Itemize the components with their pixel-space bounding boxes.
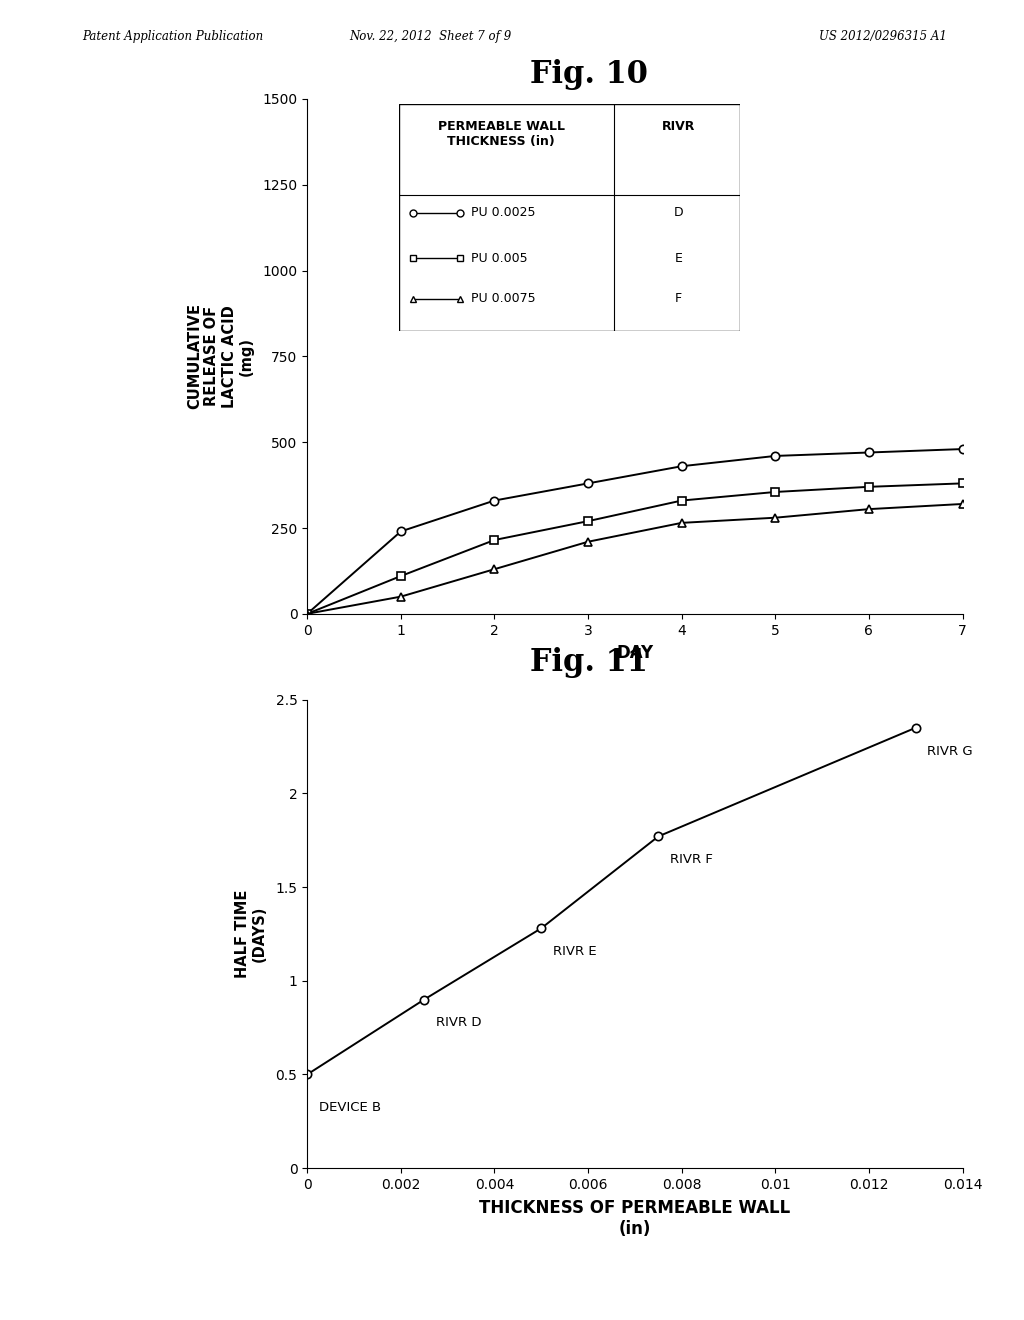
Text: PU 0.0025: PU 0.0025: [470, 206, 535, 219]
Text: Fig. 11: Fig. 11: [529, 647, 648, 677]
Text: DEVICE B: DEVICE B: [318, 1101, 381, 1114]
Text: F: F: [675, 293, 682, 305]
Y-axis label: CUMULATIVE
RELEASE OF
LACTIC ACID
(mg): CUMULATIVE RELEASE OF LACTIC ACID (mg): [186, 304, 254, 409]
Text: PU 0.0075: PU 0.0075: [470, 293, 536, 305]
X-axis label: DAY: DAY: [616, 644, 653, 663]
Text: PERMEABLE WALL
THICKNESS (in): PERMEABLE WALL THICKNESS (in): [437, 120, 564, 148]
Text: US 2012/0296315 A1: US 2012/0296315 A1: [819, 30, 947, 44]
Text: RIVR F: RIVR F: [670, 853, 713, 866]
Text: Fig. 10: Fig. 10: [529, 59, 648, 90]
Y-axis label: HALF TIME
(DAYS): HALF TIME (DAYS): [234, 890, 267, 978]
Text: PU 0.005: PU 0.005: [470, 252, 527, 265]
Text: RIVR E: RIVR E: [553, 945, 597, 958]
Text: E: E: [675, 252, 682, 265]
Text: Patent Application Publication: Patent Application Publication: [82, 30, 263, 44]
Text: RIVR G: RIVR G: [928, 744, 973, 758]
Text: Nov. 22, 2012  Sheet 7 of 9: Nov. 22, 2012 Sheet 7 of 9: [349, 30, 511, 44]
Text: D: D: [674, 206, 683, 219]
X-axis label: THICKNESS OF PERMEABLE WALL
(in): THICKNESS OF PERMEABLE WALL (in): [479, 1199, 791, 1238]
FancyBboxPatch shape: [399, 104, 739, 330]
Text: RIVR D: RIVR D: [436, 1016, 481, 1030]
Text: RIVR: RIVR: [662, 120, 695, 133]
